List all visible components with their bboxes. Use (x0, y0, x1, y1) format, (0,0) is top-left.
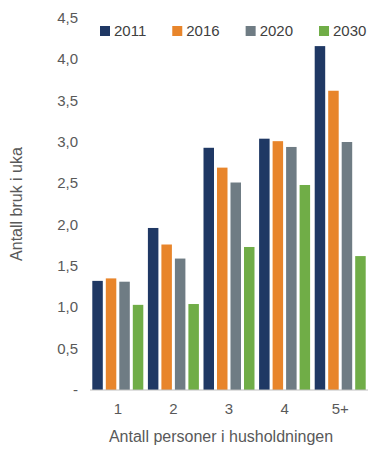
bar (106, 278, 117, 390)
legend-swatch (172, 26, 182, 36)
y-tick (86, 348, 90, 349)
y-tick (86, 100, 90, 101)
y-tick (86, 59, 90, 60)
y-tick-label: 0,5 (57, 340, 78, 357)
bar (133, 305, 144, 390)
y-tick (86, 142, 90, 143)
bar (273, 141, 284, 390)
bar (355, 256, 366, 390)
bar (342, 142, 353, 390)
y-tick-label: 4,5 (57, 9, 78, 26)
legend-label: 2020 (260, 22, 293, 39)
x-axis-label: Antall personer i husholdningen (109, 428, 333, 445)
legend-label: 2030 (333, 22, 366, 39)
bar (231, 183, 242, 390)
bar (119, 282, 130, 390)
bar (175, 259, 186, 390)
bar (244, 247, 255, 390)
x-tick-label: 5+ (332, 400, 349, 417)
x-axis (90, 390, 368, 391)
y-tick-label: 1,5 (57, 257, 78, 274)
y-tick-label: - (73, 381, 78, 398)
bar (217, 168, 228, 390)
bar (315, 46, 326, 390)
bar (204, 148, 215, 390)
bar (161, 245, 172, 390)
y-tick-label: 1,0 (57, 298, 78, 315)
y-tick (86, 183, 90, 184)
bar (92, 281, 103, 390)
legend-swatch (319, 26, 329, 36)
y-tick-label: 2,0 (57, 216, 78, 233)
y-tick-label: 3,0 (57, 133, 78, 150)
bar (259, 139, 270, 390)
legend-swatch (246, 26, 256, 36)
legend-label: 2011 (114, 22, 146, 39)
x-tick-label: 2 (169, 400, 177, 417)
x-tick-label: 4 (280, 400, 288, 417)
y-tick-label: 2,5 (57, 174, 78, 191)
y-tick (86, 307, 90, 308)
y-tick (86, 224, 90, 225)
x-tick-label: 3 (225, 400, 233, 417)
y-axis-label: Antall bruk i uka (8, 147, 25, 261)
y-tick (86, 266, 90, 267)
legend-swatch (100, 26, 110, 36)
bar (188, 304, 199, 390)
x-tick-label: 1 (114, 400, 122, 417)
bar (286, 147, 297, 390)
y-tick-label: 3,5 (57, 92, 78, 109)
bar (328, 91, 339, 390)
bar (148, 228, 159, 390)
chart: - 0,5 1,0 1,5 2,0 2,5 3,0 3,5 4,0 4,5 1 2 3 4 5+ Antall… (0, 0, 379, 452)
y-tick (86, 390, 90, 391)
y-tick (86, 18, 90, 19)
legend-label: 2016 (186, 22, 219, 39)
bar (300, 185, 311, 390)
bars (92, 46, 365, 390)
y-tick-label: 4,0 (57, 50, 78, 67)
